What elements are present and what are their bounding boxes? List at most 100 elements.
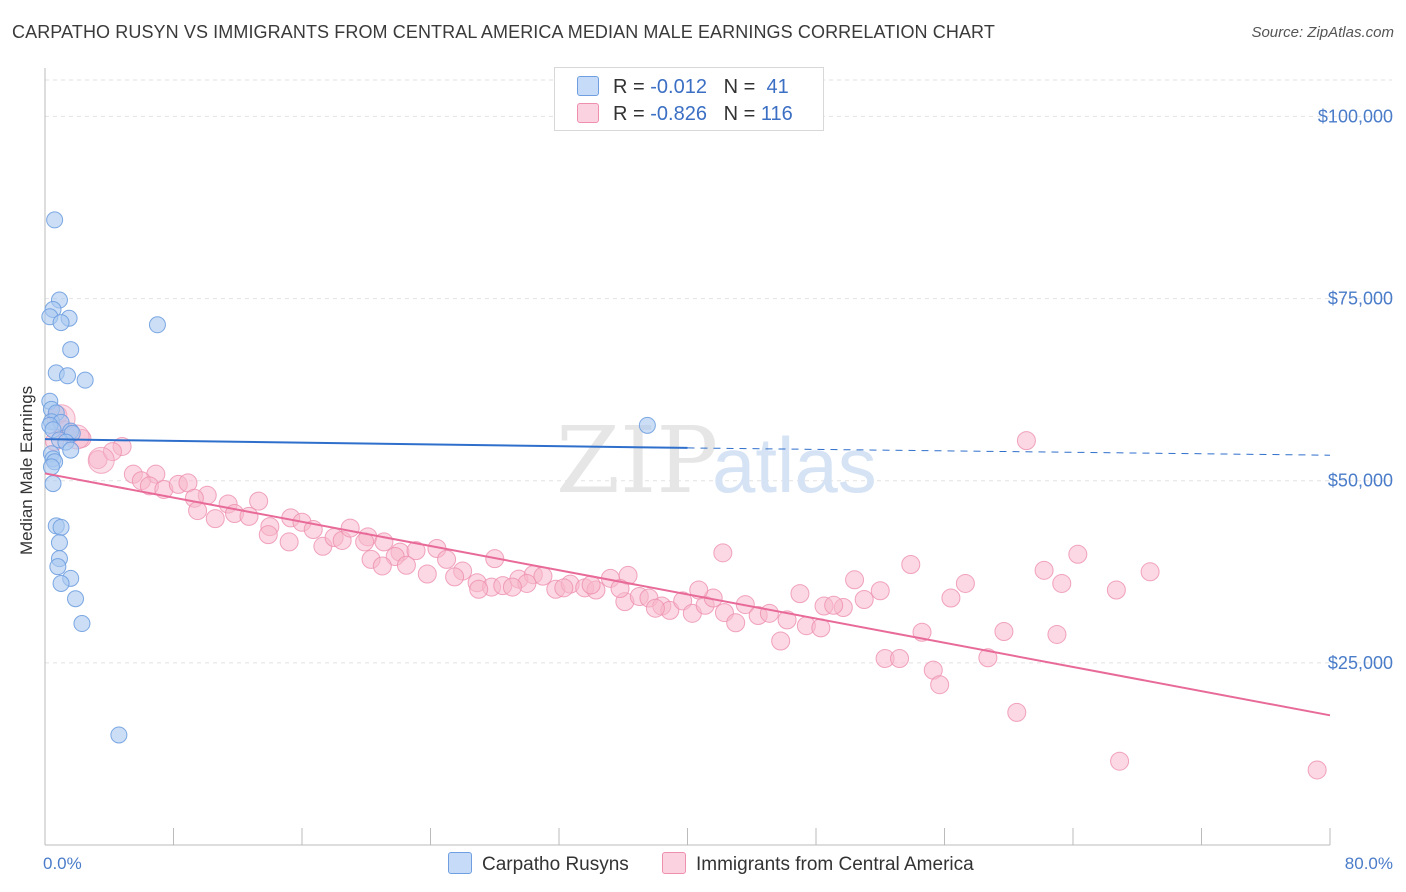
data-point-rusyns (44, 475, 62, 493)
legend-r-value: -0.826 (650, 103, 707, 125)
source-label: Source: ZipAtlas.com (1251, 24, 1394, 41)
watermark-atlas: atlas (712, 421, 877, 509)
x-tick-label-max: 80.0% (1345, 854, 1393, 873)
data-point-immigrants (1140, 562, 1160, 582)
data-point-immigrants (437, 549, 457, 569)
data-point-immigrants (941, 588, 961, 608)
bottom-legend-rusyns: Carpatho Rusyns (448, 852, 629, 876)
data-point-immigrants (759, 603, 779, 623)
data-point-rusyns (46, 211, 64, 229)
data-point-rusyns (58, 367, 76, 385)
data-point-immigrants (469, 579, 489, 599)
data-point-immigrants (1007, 702, 1027, 722)
data-point-immigrants (1016, 431, 1036, 451)
data-point-rusyns (42, 458, 60, 476)
series-rusyns-points (41, 211, 656, 744)
data-point-immigrants (1052, 573, 1072, 593)
legend-row-immigrants: R = -0.826 N = 116 (577, 103, 793, 127)
data-point-rusyns (76, 371, 94, 389)
data-point-immigrants (1068, 544, 1088, 564)
legend-swatch-pink (577, 103, 599, 123)
gridlines (45, 79, 1392, 664)
data-point-immigrants (994, 622, 1014, 642)
chart-title: CARPATHO RUSYN VS IMMIGRANTS FROM CENTRA… (12, 22, 995, 42)
data-point-immigrants (249, 491, 269, 511)
data-point-immigrants (645, 598, 665, 618)
data-point-rusyns (50, 534, 68, 552)
data-point-rusyns (73, 615, 91, 633)
data-point-immigrants (102, 442, 122, 462)
watermark: ZIP atlas (556, 407, 877, 514)
legend-n-label: N = (723, 76, 756, 98)
watermark-zip: ZIP (556, 407, 718, 514)
data-point-rusyns (52, 518, 70, 536)
bottom-legend-swatch-blue (448, 852, 472, 874)
data-point-rusyns (638, 416, 656, 434)
data-point-immigrants (279, 532, 299, 552)
data-point-immigrants (340, 518, 360, 538)
bottom-legend-label: Carpatho Rusyns (482, 854, 629, 875)
y-tick-label: $75,000 (1328, 289, 1393, 309)
data-point-rusyns (67, 590, 85, 608)
legend-n-value: 116 (760, 103, 793, 125)
data-point-immigrants (1034, 560, 1054, 580)
data-point-rusyns (52, 314, 70, 332)
data-point-immigrants (771, 631, 791, 651)
data-point-immigrants (824, 595, 844, 615)
data-point-rusyns (110, 726, 128, 744)
data-point-rusyns (52, 574, 70, 592)
trend-lines (44, 438, 1331, 717)
data-point-immigrants (901, 555, 921, 574)
data-point-rusyns (62, 441, 80, 459)
data-point-immigrants (890, 648, 910, 668)
data-point-immigrants (258, 525, 278, 545)
data-point-immigrants (1047, 624, 1067, 644)
legend-r-label: R = (613, 103, 645, 125)
data-point-immigrants (1110, 751, 1130, 771)
data-point-immigrants (726, 613, 746, 633)
legend-r-value: -0.012 (650, 76, 707, 98)
data-point-rusyns (148, 316, 166, 334)
data-point-immigrants (581, 575, 601, 595)
legend-row-rusyns: R = -0.012 N = 41 (577, 76, 789, 100)
data-point-immigrants (978, 648, 998, 668)
data-point-immigrants (502, 577, 522, 597)
data-point-immigrants (1106, 580, 1126, 600)
data-point-immigrants (790, 584, 810, 604)
legend-r-label: R = (613, 76, 645, 98)
data-point-immigrants (930, 675, 950, 695)
trend-line-rusyns (44, 438, 688, 449)
y-tick-label: $100,000 (1318, 106, 1393, 126)
x-tick-label-min: 0.0% (43, 854, 82, 873)
legend-n-value: 41 (766, 76, 789, 98)
data-point-immigrants (205, 509, 225, 529)
data-point-immigrants (406, 541, 426, 561)
correlation-legend: R = -0.012 N = 41 R = -0.826 N = 116 (554, 67, 824, 131)
legend-n-label: N = (723, 103, 756, 125)
tick-labels: $25,000 $50,000 $75,000 $100,000 0.0% 80.0% (43, 106, 1393, 873)
data-point-immigrants (396, 555, 416, 575)
data-point-immigrants (372, 556, 392, 576)
data-point-rusyns (49, 558, 67, 576)
data-point-immigrants (955, 573, 975, 593)
data-point-immigrants (777, 610, 797, 630)
trend-line-immigrants (44, 472, 1331, 717)
data-point-immigrants (854, 589, 874, 609)
data-point-immigrants (870, 581, 890, 601)
y-tick-label: $25,000 (1328, 653, 1393, 673)
data-point-immigrants (417, 564, 437, 584)
data-point-immigrants (87, 446, 115, 474)
trend-line-rusyns-extension (687, 447, 1331, 456)
data-point-immigrants (1307, 760, 1327, 780)
legend-swatch-blue (577, 76, 599, 96)
bottom-legend-immigrants: Immigrants from Central America (662, 852, 974, 876)
data-point-immigrants (845, 570, 865, 590)
data-point-rusyns (62, 341, 80, 359)
y-tick-label: $50,000 (1328, 471, 1393, 491)
data-point-immigrants (88, 450, 108, 470)
data-point-immigrants (610, 579, 630, 599)
bottom-legend-label: Immigrants from Central America (696, 854, 974, 875)
data-point-immigrants (713, 543, 733, 563)
data-point-immigrants (554, 578, 574, 598)
